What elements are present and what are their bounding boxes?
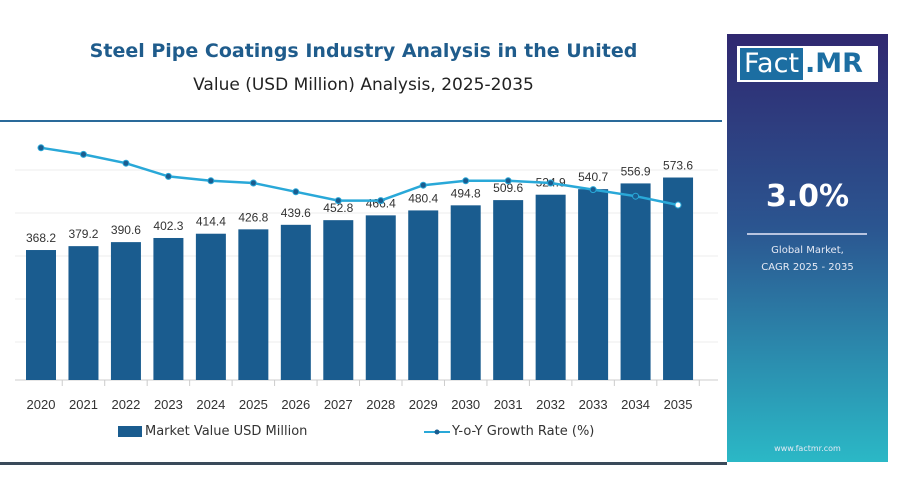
data-label-2033: 540.7 xyxy=(578,170,608,184)
cagr-value: 3.0% xyxy=(765,179,850,214)
bar-2021 xyxy=(68,246,99,380)
data-label-2022: 390.6 xyxy=(111,223,141,237)
data-label-2021: 379.2 xyxy=(68,227,98,241)
x-tick-2022: 2022 xyxy=(111,397,140,412)
data-label-2027: 452.8 xyxy=(323,201,353,215)
growth-point-2029 xyxy=(419,181,427,189)
growth-point-2026 xyxy=(292,188,300,196)
x-tick-2020: 2020 xyxy=(27,397,56,412)
chart-frame xyxy=(0,34,727,465)
x-tick-2024: 2024 xyxy=(196,397,225,412)
bar-2020 xyxy=(26,250,56,380)
bar-2026 xyxy=(280,224,311,380)
bar-2023 xyxy=(153,237,184,380)
x-tick-2021: 2021 xyxy=(69,397,98,412)
chart-subtitle: Value (USD Million) Analysis, 2025-2035 xyxy=(193,75,534,95)
x-tick-2028: 2028 xyxy=(366,397,395,412)
logo-fact: Fact xyxy=(740,48,804,80)
factmr-logo: Fact .MR xyxy=(737,46,878,82)
x-tick-2031: 2031 xyxy=(494,397,523,412)
x-tick-2023: 2023 xyxy=(154,397,183,412)
data-label-2029: 480.4 xyxy=(408,191,438,205)
data-label-2023: 402.3 xyxy=(153,219,183,233)
caption-line-1: Global Market, xyxy=(771,245,844,256)
x-tick-2033: 2033 xyxy=(579,397,608,412)
bar-2022 xyxy=(110,242,141,380)
growth-point-2031 xyxy=(504,177,512,185)
growth-point-2034 xyxy=(632,192,640,200)
data-label-2030: 494.8 xyxy=(451,186,481,200)
growth-point-2022 xyxy=(122,159,130,167)
x-tick-2030: 2030 xyxy=(451,397,480,412)
data-label-2034: 556.9 xyxy=(621,164,651,178)
panel-divider xyxy=(747,233,867,235)
data-label-2024: 414.4 xyxy=(196,215,226,229)
cagr-caption: Global Market, CAGR 2025 - 2035 xyxy=(727,242,888,276)
x-tick-2027: 2027 xyxy=(324,397,353,412)
x-tick-2026: 2026 xyxy=(281,397,310,412)
data-label-2035: 573.6 xyxy=(663,159,693,173)
caption-line-2: CAGR 2025 - 2035 xyxy=(761,262,854,273)
chart-title: Steel Pipe Coatings Industry Analysis in… xyxy=(89,40,638,62)
growth-point-2035 xyxy=(674,201,682,209)
data-label-2026: 439.6 xyxy=(281,206,311,220)
growth-point-2021 xyxy=(79,150,87,158)
data-label-2020: 368.2 xyxy=(26,231,56,245)
bar-2027 xyxy=(323,220,354,380)
data-label-2031: 509.6 xyxy=(493,181,523,195)
x-tick-2032: 2032 xyxy=(536,397,565,412)
legend-bar-label: Market Value USD Million xyxy=(145,424,308,439)
growth-point-2025 xyxy=(249,179,257,187)
bar-2024 xyxy=(195,233,226,380)
website-url: www.factmr.com xyxy=(774,444,841,453)
chart: 368.2 2020 379.2 2021 390.6 2022 402.3 2023 414.… xyxy=(15,144,718,412)
x-tick-2035: 2035 xyxy=(664,397,693,412)
x-tick-2029: 2029 xyxy=(409,397,438,412)
x-tick-2034: 2034 xyxy=(621,397,650,412)
title-divider xyxy=(0,120,722,122)
growth-point-2024 xyxy=(207,177,215,185)
bar-2029 xyxy=(408,210,439,380)
growth-point-2020 xyxy=(37,144,45,152)
bar-2025 xyxy=(238,229,269,380)
x-tick-2025: 2025 xyxy=(239,397,268,412)
side-panel: Fact .MR 3.0% Global Market, CAGR 2025 - 2… xyxy=(727,34,888,462)
legend-bar-swatch xyxy=(118,426,142,437)
data-label-2025: 426.8 xyxy=(238,210,268,224)
growth-line xyxy=(40,146,679,207)
bar-2033 xyxy=(578,189,609,380)
bar-2031 xyxy=(493,200,524,380)
growth-point-2028 xyxy=(377,197,385,205)
growth-point-2032 xyxy=(547,179,555,187)
legend-bar: Market Value USD Million xyxy=(118,424,307,439)
bar-2035 xyxy=(663,177,694,380)
growth-point-2023 xyxy=(164,172,172,180)
growth-point-2033 xyxy=(589,186,597,194)
bar-2032 xyxy=(535,194,566,380)
bar-2034 xyxy=(620,183,651,380)
logo-mr: .MR xyxy=(805,48,863,79)
growth-point-2027 xyxy=(334,197,342,205)
legend-line: Y-o-Y Growth Rate (%) xyxy=(424,424,594,439)
legend-line-swatch xyxy=(424,429,450,434)
bar-2030 xyxy=(450,205,481,380)
legend-line-label: Y-o-Y Growth Rate (%) xyxy=(452,424,595,439)
growth-point-2030 xyxy=(462,177,470,185)
bar-2028 xyxy=(365,215,396,380)
